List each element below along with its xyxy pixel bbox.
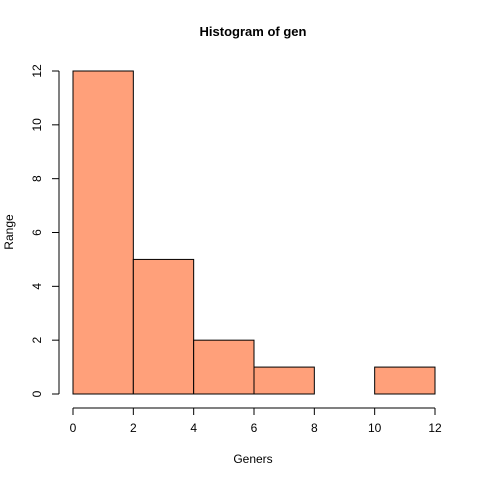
x-tick-label-2: 4: [190, 421, 197, 435]
y-tick-label-0: 0: [30, 390, 44, 397]
chart-title: Histogram of gen: [200, 24, 307, 39]
histogram-bar-2: [193, 339, 255, 395]
x-axis-label: Geners: [233, 452, 272, 466]
x-tick-label-1: 2: [130, 421, 137, 435]
histogram-bar-1: [132, 258, 195, 395]
y-tick-label-2: 4: [30, 283, 44, 290]
y-tick-label-1: 2: [30, 337, 44, 344]
y-axis-label: Range: [2, 214, 16, 250]
x-tick-label-5: 10: [368, 421, 382, 435]
y-tick-label-5: 10: [30, 118, 44, 132]
bars-group: [72, 70, 436, 395]
y-tick-label-6: 12: [30, 64, 44, 78]
x-tick-label-4: 8: [311, 421, 318, 435]
x-tick-label-6: 12: [428, 421, 442, 435]
histogram-bar-3: [253, 366, 315, 395]
histogram-bar-5: [374, 366, 436, 395]
y-axis: 0 2 4 6 8 10 12: [30, 64, 60, 397]
x-tick-label-3: 6: [251, 421, 258, 435]
y-tick-label-3: 6: [30, 229, 44, 236]
x-axis: 0 2 4 6 8 10 12: [70, 407, 442, 435]
y-tick-label-4: 8: [30, 175, 44, 182]
histogram-bar-0: [72, 70, 134, 395]
x-tick-label-0: 0: [70, 421, 77, 435]
